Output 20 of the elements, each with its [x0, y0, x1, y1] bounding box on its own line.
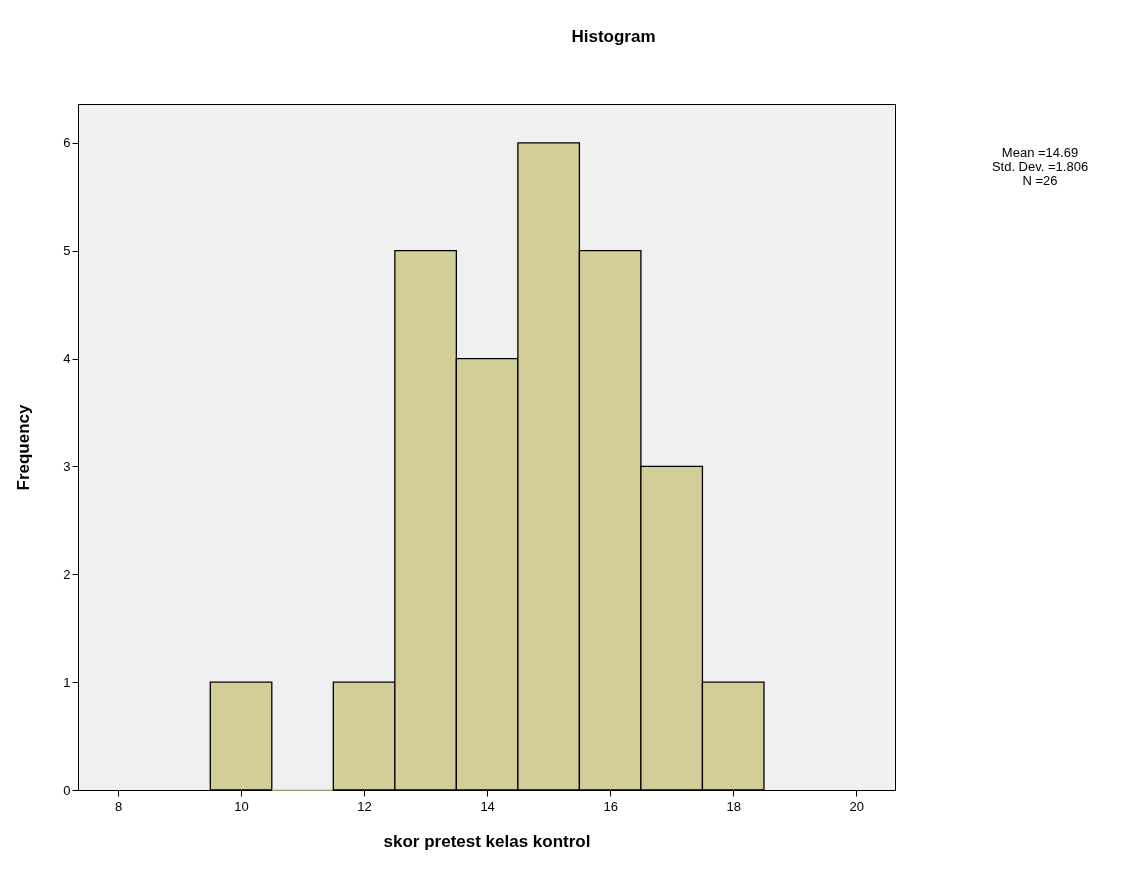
x-tick-label: 12	[357, 798, 372, 814]
x-tick-label: 14	[480, 798, 495, 814]
y-tick-label: 0	[63, 782, 71, 798]
chart-title: Histogram	[571, 27, 656, 46]
y-tick-label: 6	[63, 135, 71, 151]
x-tick-label: 8	[114, 798, 123, 814]
x-tick-label: 20	[849, 798, 864, 814]
text: N =26	[1021, 173, 1059, 188]
text: Mean =14.69	[1000, 145, 1080, 160]
x-tick-label: 16	[603, 798, 618, 814]
y-tick-label: 3	[63, 458, 71, 474]
y-tick-label: 2	[63, 566, 71, 582]
y-tick-label: 5	[63, 243, 71, 259]
x-tick-label: 18	[726, 798, 741, 814]
y-tick-label: 1	[63, 674, 71, 690]
x-axis-title: skor pretest kelas kontrol	[383, 831, 591, 851]
x-tick-label: 10	[234, 798, 249, 814]
text: Std. Dev. =1.806	[990, 159, 1090, 174]
y-axis-title: Frequency	[14, 403, 34, 491]
y-tick-label: 4	[63, 351, 71, 367]
